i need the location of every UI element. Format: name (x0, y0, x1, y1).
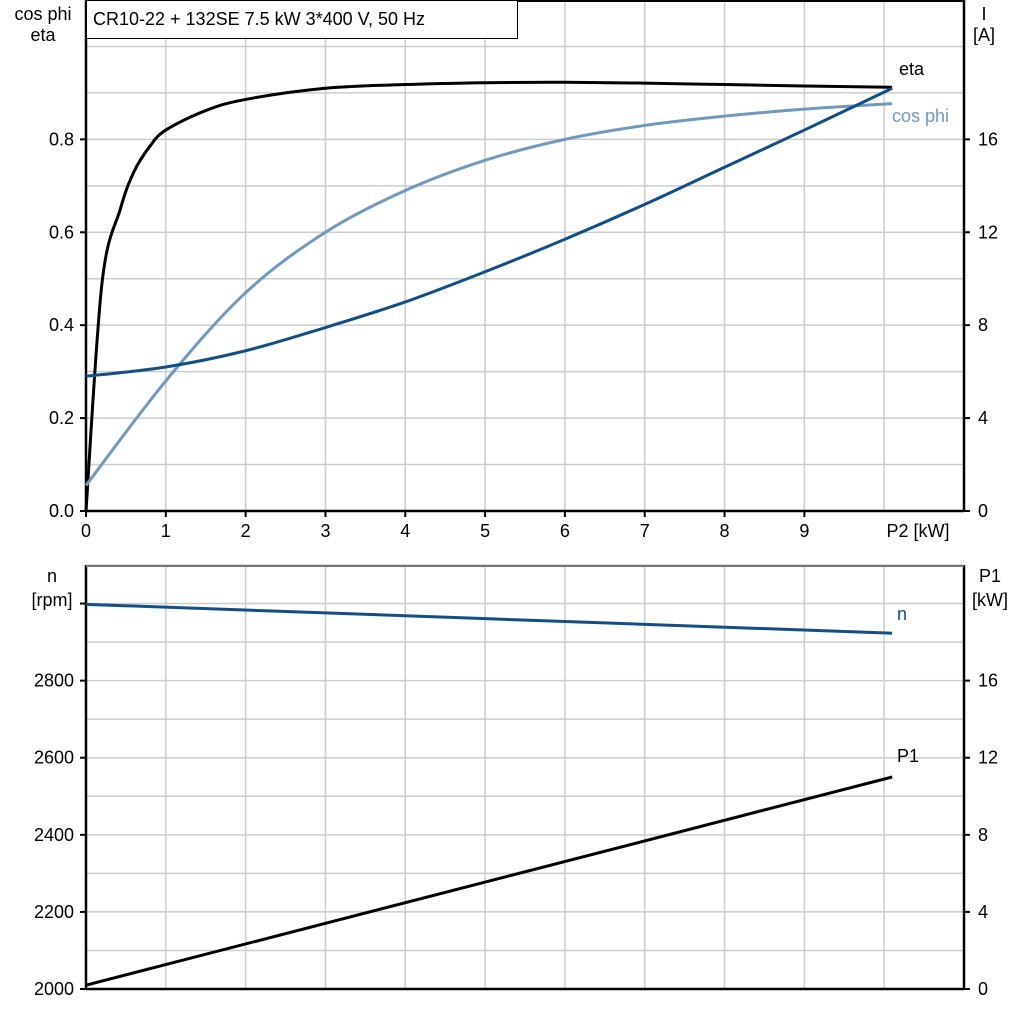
top-x-axis-label: P2 [kW] (886, 521, 949, 541)
cosphi-series-label: cos phi (892, 106, 949, 126)
x-tick-label: 8 (720, 521, 730, 541)
n-series-label: n (897, 604, 907, 624)
left-tick-label: 0.2 (49, 408, 74, 428)
right-tick-label: 0 (978, 979, 988, 999)
top-left-axis-label-1: cos phi (14, 4, 71, 24)
right-tick-label: 4 (978, 408, 988, 428)
right-tick-label: 12 (978, 748, 998, 768)
bottom-left-axis-label-1: n (47, 566, 57, 586)
chart-title: CR10-22 + 132SE 7.5 kW 3*400 V, 50 Hz (93, 9, 425, 29)
left-tick-label: 0.6 (49, 222, 74, 242)
p1-series-label: P1 (897, 746, 919, 766)
bottom-left-axis-label-2: [rpm] (31, 590, 72, 610)
right-tick-label: 0 (978, 501, 988, 521)
x-tick-label: 6 (560, 521, 570, 541)
x-tick-label: 1 (161, 521, 171, 541)
left-tick-label: 2200 (34, 902, 74, 922)
x-tick-label: 2 (241, 521, 251, 541)
bottom-right-axis-label-1: P1 (979, 566, 1001, 586)
left-tick-label: 2600 (34, 748, 74, 768)
x-tick-label: 3 (320, 521, 330, 541)
bottom-right-axis-label-2: [kW] (972, 590, 1008, 610)
x-tick-label: 7 (640, 521, 650, 541)
x-tick-label: 9 (799, 521, 809, 541)
x-tick-label: 0 (81, 521, 91, 541)
cos-phi-curve (84, 102, 893, 487)
left-tick-label: 2000 (34, 979, 74, 999)
speed-curve (85, 602, 893, 635)
right-tick-label: 16 (978, 671, 998, 691)
current-curve (85, 86, 893, 378)
left-tick-label: 2800 (34, 671, 74, 691)
right-tick-label: 8 (978, 315, 988, 335)
top-right-axis-label-2: [A] (973, 25, 995, 45)
top-right-axis-label-1: I (981, 4, 986, 24)
left-tick-label: 0.0 (49, 501, 74, 521)
right-tick-label: 16 (978, 129, 998, 149)
left-tick-label: 0.8 (49, 129, 74, 149)
right-tick-label: 12 (978, 222, 998, 242)
right-tick-label: 8 (978, 825, 988, 845)
left-tick-label: 2400 (34, 825, 74, 845)
eta-series-label: eta (899, 59, 925, 79)
eta-curve (84, 80, 893, 512)
title-box (86, 0, 518, 39)
x-tick-label: 5 (480, 521, 490, 541)
p1-curve (85, 775, 893, 987)
left-tick-label: 0.4 (49, 315, 74, 335)
right-tick-label: 4 (978, 902, 988, 922)
x-tick-label: 4 (400, 521, 410, 541)
top-left-axis-label-2: eta (30, 25, 56, 45)
